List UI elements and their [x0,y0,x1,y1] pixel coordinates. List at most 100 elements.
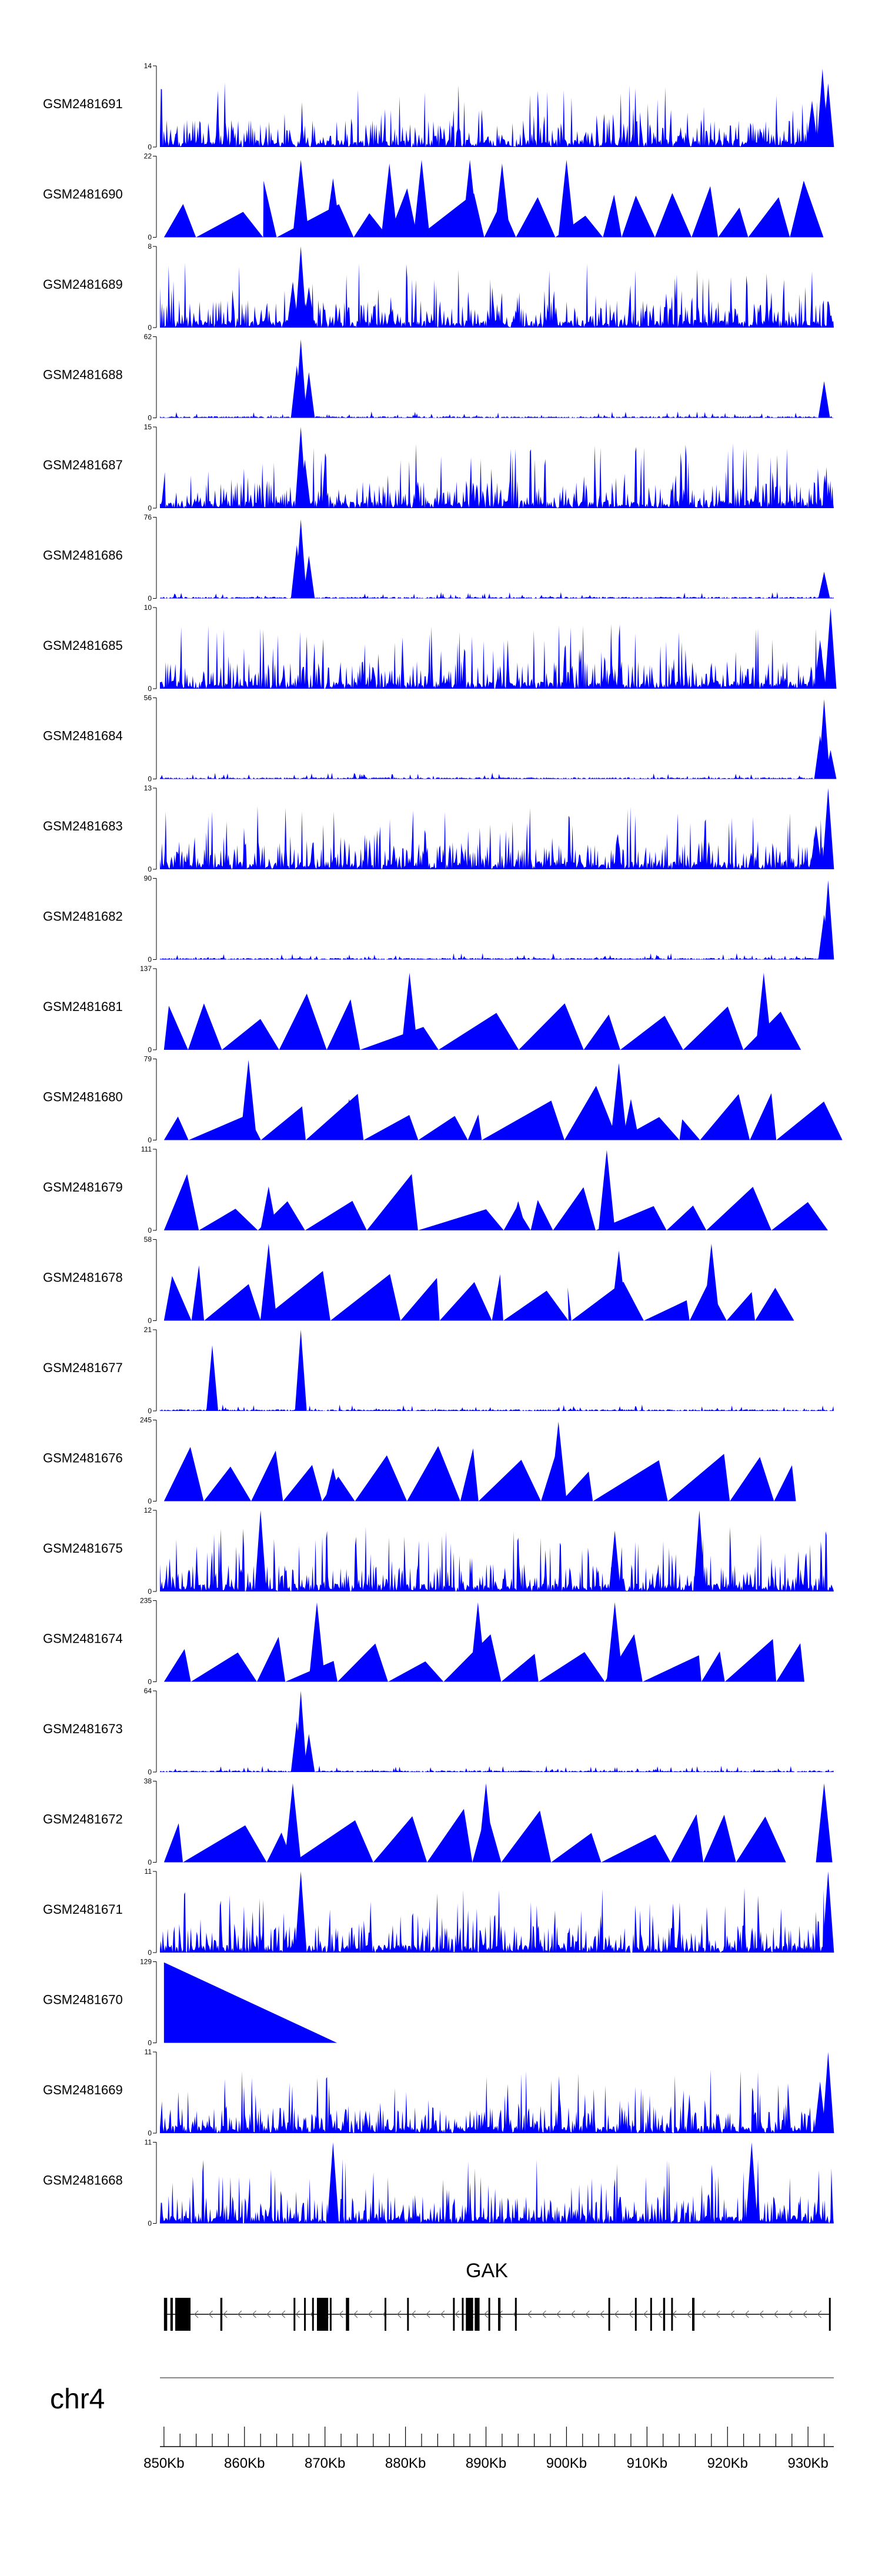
track-label: GSM2481685 [43,638,123,653]
strand-arrow [223,2310,228,2318]
track-label: GSM2481676 [43,1450,123,1465]
peak-mark [510,1201,527,1230]
strand-arrow [686,2310,691,2318]
y-zero-label: 0 [148,1226,152,1234]
track-GSM2481685: GSM2481685 10 0 [43,603,837,693]
y-zero-label: 0 [148,2220,152,2228]
exon-block [316,2298,329,2331]
peak-mark [303,555,315,599]
track-GSM2481681: GSM2481681 137 0 [43,965,830,1054]
y-zero-label: 0 [148,865,152,873]
chromosome-axis: chr4 850Kb 860Kb 870Kb 880Kb 890Kb 900Kb 910Kb… [50,2377,834,2471]
coverage-area [160,1887,834,1953]
exon-block [466,2298,473,2331]
coverage-area [163,1086,843,1140]
track-label: GSM2481674 [43,1631,123,1646]
track-label: GSM2481670 [43,1992,123,2007]
strand-arrow [280,2310,286,2318]
coverage-area [160,2158,834,2224]
track-label: GSM2481689 [43,277,123,292]
track-label: GSM2481691 [43,96,123,111]
peak-mark [284,1783,301,1863]
coverage-area [163,1808,830,1863]
y-max-label: 22 [144,152,152,161]
y-zero-label: 0 [148,775,152,783]
y-zero-label: 0 [148,1678,152,1686]
peak-mark [606,1602,623,1682]
peak-mark [299,459,311,508]
strand-arrow [455,2310,459,2318]
peak-mark [295,246,307,328]
strand-arrow [411,2310,416,2318]
y-max-label: 11 [145,2048,152,2056]
track-GSM2481689: GSM2481689 8 0 [43,242,834,332]
track-GSM2481687: GSM2481687 15 0 [43,423,834,512]
peak-mark [693,1510,706,1591]
track-label: GSM2481690 [43,186,123,201]
peak-mark [295,1871,307,1953]
y-zero-label: 0 [148,1407,152,1415]
coverage-area [160,806,834,869]
strand-arrow [600,2310,604,2318]
strand-arrow [643,2310,648,2318]
peak-mark [303,287,315,328]
peak-mark [308,1602,325,1682]
strand-arrow [773,2310,779,2318]
y-max-label: 15 [144,423,152,431]
x-tick-label: 890Kb [466,2455,506,2471]
peak-mark [288,1017,305,1050]
x-tick-label: 920Kb [707,2455,748,2471]
strand-arrow [339,2310,343,2318]
exon-block [828,2298,831,2331]
coverage-area [160,411,834,418]
peak-mark [240,1060,257,1140]
y-max-label: 76 [144,513,152,522]
peak-mark [260,1243,277,1321]
strand-arrow [629,2310,633,2318]
track-label: GSM2481687 [43,458,123,472]
coverage-area [163,1174,830,1230]
y-zero-label: 0 [148,504,152,512]
exon-block [608,2298,610,2331]
x-tick-label: 860Kb [224,2455,265,2471]
peak-mark [822,788,834,869]
track-label: GSM2481669 [43,2083,123,2097]
y-zero-label: 0 [148,956,152,964]
track-label: GSM2481673 [43,1721,123,1736]
y-zero-label: 0 [148,143,152,151]
strand-arrow [368,2310,373,2318]
strand-arrow [483,2310,489,2318]
peak-mark [598,1150,615,1230]
strand-arrow [657,2310,662,2318]
strand-arrow [353,2310,358,2318]
y-zero-label: 0 [148,1136,152,1144]
peak-mark [206,1345,218,1411]
y-max-label: 8 [148,242,152,251]
track-GSM2481683: GSM2481683 13 0 [43,784,834,873]
y-zero-label: 0 [148,2039,152,2047]
exon-block [514,2298,517,2331]
track-label: GSM2481688 [43,367,123,382]
exon-block [453,2298,455,2331]
y-max-label: 10 [144,603,152,612]
track-GSM2481691: GSM2481691 14 0 [43,62,834,151]
strand-arrow [730,2310,735,2318]
coverage-area [160,82,834,147]
strand-arrow [266,2310,271,2318]
strand-arrow [542,2310,546,2318]
y-max-label: 62 [144,333,152,341]
strand-arrow [585,2310,590,2318]
exon-block [163,2298,168,2331]
track-label: GSM2481678 [43,1270,123,1284]
peak-mark [325,178,342,238]
y-max-label: 129 [140,1958,152,1966]
y-max-label: 14 [144,62,152,70]
strand-arrow [614,2310,619,2318]
coverage-area [160,1404,834,1411]
coverage-area [163,993,830,1050]
coverage-area [160,592,834,599]
peak-mark [303,1734,315,1772]
peak-mark [746,2142,758,2224]
track-GSM2481688: GSM2481688 62 0 [43,333,834,422]
